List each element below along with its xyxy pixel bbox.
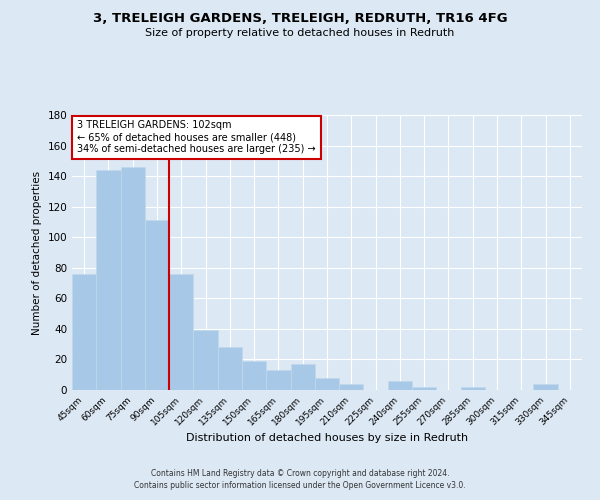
Text: Size of property relative to detached houses in Redruth: Size of property relative to detached ho… bbox=[145, 28, 455, 38]
Bar bbox=[145, 220, 169, 390]
Bar bbox=[412, 387, 436, 390]
X-axis label: Distribution of detached houses by size in Redruth: Distribution of detached houses by size … bbox=[186, 432, 468, 442]
Bar bbox=[266, 370, 290, 390]
Bar bbox=[388, 381, 412, 390]
Bar bbox=[461, 387, 485, 390]
Bar bbox=[169, 274, 193, 390]
Bar bbox=[290, 364, 315, 390]
Bar bbox=[193, 330, 218, 390]
Text: Contains HM Land Registry data © Crown copyright and database right 2024.: Contains HM Land Registry data © Crown c… bbox=[151, 468, 449, 477]
Y-axis label: Number of detached properties: Number of detached properties bbox=[32, 170, 42, 334]
Bar bbox=[242, 361, 266, 390]
Bar bbox=[315, 378, 339, 390]
Bar bbox=[533, 384, 558, 390]
Bar bbox=[339, 384, 364, 390]
Bar bbox=[96, 170, 121, 390]
Bar bbox=[121, 167, 145, 390]
Text: Contains public sector information licensed under the Open Government Licence v3: Contains public sector information licen… bbox=[134, 481, 466, 490]
Text: 3, TRELEIGH GARDENS, TRELEIGH, REDRUTH, TR16 4FG: 3, TRELEIGH GARDENS, TRELEIGH, REDRUTH, … bbox=[92, 12, 508, 26]
Bar bbox=[218, 347, 242, 390]
Text: 3 TRELEIGH GARDENS: 102sqm
← 65% of detached houses are smaller (448)
34% of sem: 3 TRELEIGH GARDENS: 102sqm ← 65% of deta… bbox=[77, 120, 316, 154]
Bar bbox=[72, 274, 96, 390]
